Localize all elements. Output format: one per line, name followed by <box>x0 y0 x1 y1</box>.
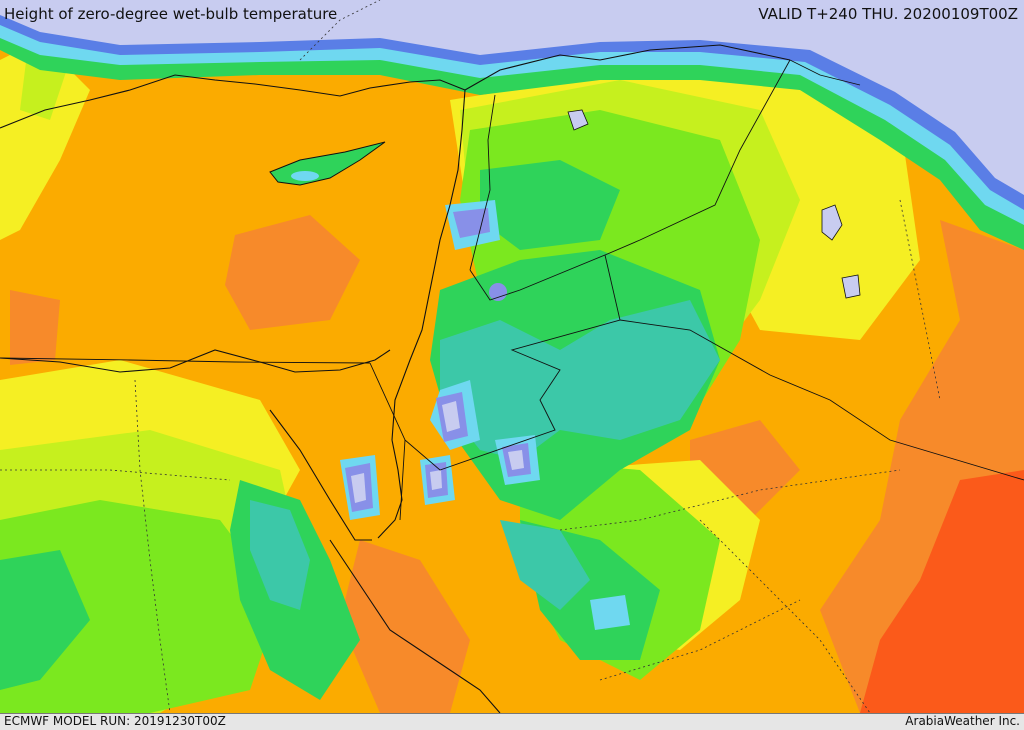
north-band-green <box>0 20 1024 250</box>
borders <box>0 59 1024 521</box>
field-red-orange <box>860 470 1024 713</box>
field-lowest <box>351 401 524 503</box>
weather-map <box>0 0 1024 713</box>
map-title: Height of zero-degree wet-bulb temperatu… <box>4 5 338 23</box>
valid-time: VALID T+240 THU. 20200109T00Z <box>758 5 1018 23</box>
cyprus-cold-spot <box>291 171 319 181</box>
credit-label: ArabiaWeather Inc. <box>905 714 1020 728</box>
field-teal <box>250 300 720 610</box>
north-band-blue <box>0 0 1024 210</box>
dotted-boundaries <box>0 0 941 713</box>
north-band-lavender <box>0 0 1024 195</box>
footer-bar: ECMWF MODEL RUN: 20191230T00Z ArabiaWeat… <box>0 713 1024 730</box>
coastlines <box>0 44 791 713</box>
north-band-cyan <box>0 10 1024 225</box>
model-run-label: ECMWF MODEL RUN: 20191230T00Z <box>4 714 226 728</box>
lakes <box>567 109 861 299</box>
